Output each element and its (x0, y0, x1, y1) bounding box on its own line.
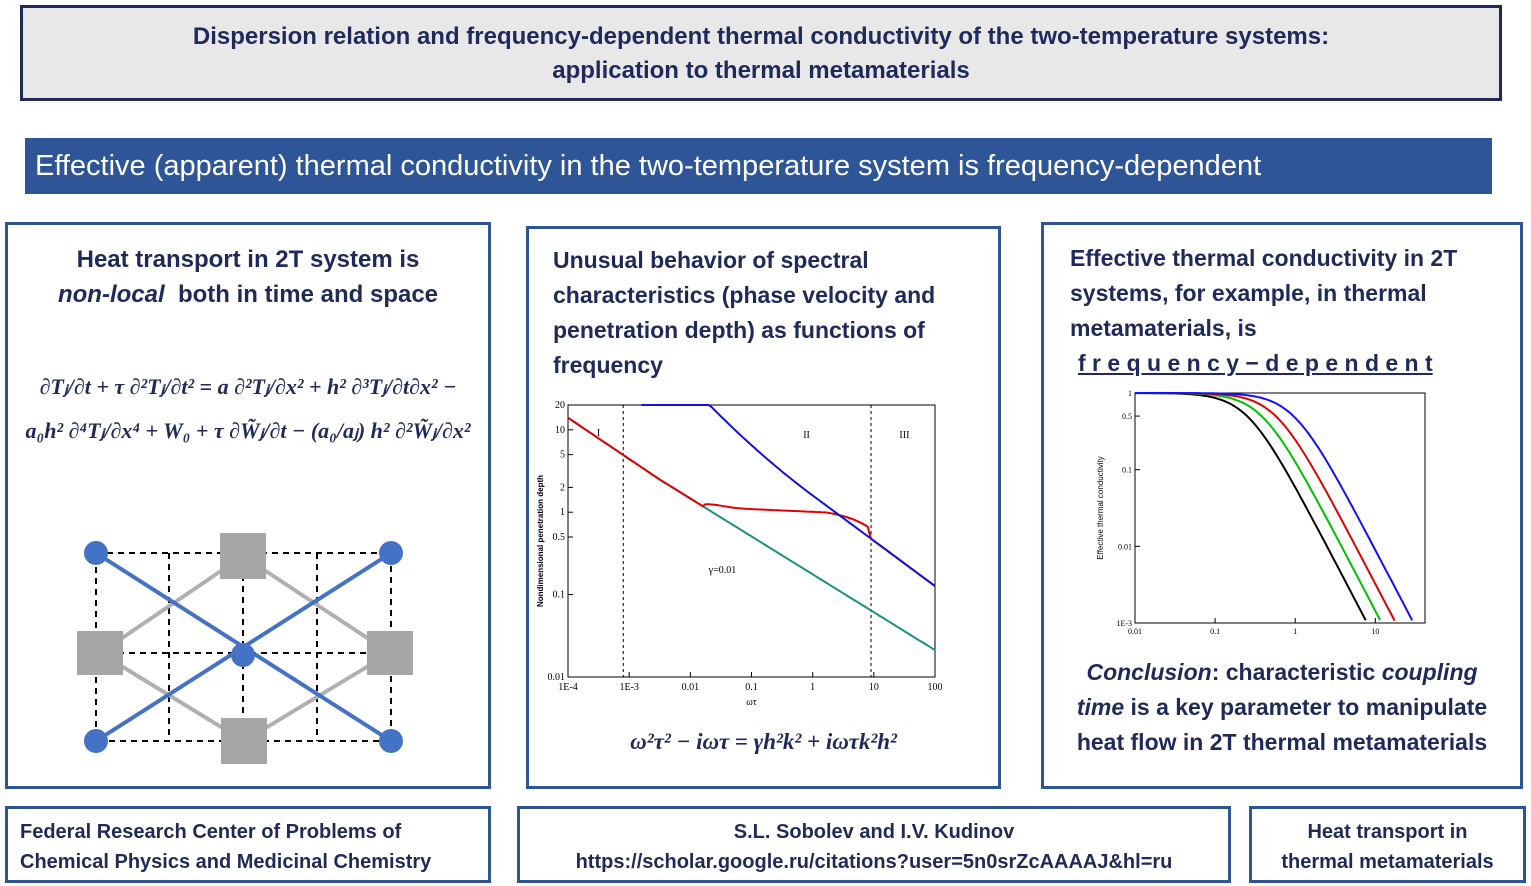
heading: Effective thermal conductivity in 2T sys… (1070, 241, 1457, 381)
heading-text: both in time and space (177, 281, 439, 308)
heading-line: frequency (553, 352, 663, 378)
heading-italic: non-local (57, 281, 165, 308)
conclusion-italic: coupling time (1076, 659, 1478, 720)
conclusion-text: is a key parameter to manipulate heat fl… (1076, 694, 1488, 755)
conclusion-text: : characteristic (1211, 659, 1382, 685)
title-line: application to thermal metamaterials (552, 57, 970, 84)
institution-line: Chemical Physics and Medicinal Chemistry (20, 851, 432, 873)
blue-nodes (84, 541, 403, 753)
institution-line: Federal Research Center of Problems of (20, 821, 402, 843)
topic-box: Heat transport in thermal metamaterials (1249, 806, 1526, 883)
middle-panel: Unusual behavior of spectral characteris… (526, 226, 1001, 789)
equation: ∂Tⱼ/∂t + τ ∂²Tⱼ/∂t² = a ∂²Tⱼ/∂x² + h² ∂³… (8, 365, 488, 453)
conclusion-italic: Conclusion (1086, 659, 1212, 685)
conclusion: Conclusion: characteristic coupling time… (1062, 655, 1502, 760)
title-box: Dispersion relation and frequency-depend… (20, 5, 1502, 101)
lattice (77, 533, 413, 764)
heading-line: penetration depth) as functions of (553, 317, 925, 343)
heading-line: characteristics (phase velocity and (553, 282, 936, 308)
heading-line: Heat transport in 2T system is (76, 246, 420, 273)
heading: Unusual behavior of spectral characteris… (553, 243, 935, 383)
heading: Heat transport in 2T system is non-local… (8, 242, 488, 312)
left-panel: Heat transport in 2T system is non-local… (5, 222, 491, 789)
topic-line: Heat transport in (1307, 821, 1468, 843)
right-panel: Effective thermal conductivity in 2T sys… (1041, 222, 1523, 789)
authors-box: S.L. Sobolev and I.V. Kudinov https://sc… (517, 806, 1231, 883)
equation-line: a₀h² ∂⁴Tⱼ/∂x⁴ + W₀ + τ ∂W̃ⱼ/∂t − (a₀/aⱼ)… (25, 418, 471, 443)
heading-line: Unusual behavior of spectral (553, 247, 869, 273)
title-line: Dispersion relation and frequency-depend… (192, 23, 1330, 50)
heading-line: metamaterials, is (1070, 315, 1257, 341)
heading-line: systems, for example, in thermal (1070, 280, 1427, 306)
emphasis: f r e q u e n c y − d e p e n d e n t (1078, 350, 1433, 376)
heading-line: Effective thermal conductivity in 2T (1070, 245, 1458, 271)
dispersion-equation: ω²τ² − iωτ = γh²k² + iωτk²h² (630, 729, 897, 754)
authors-line: S.L. Sobolev and I.V. Kudinov (733, 821, 1015, 843)
institution-box: Federal Research Center of Problems of C… (5, 806, 491, 883)
gray-nodes (77, 533, 413, 764)
link[interactable]: https://scholar.google.ru/citations?user… (575, 851, 1173, 873)
topic-line: thermal metamaterials (1281, 851, 1494, 873)
banner: Effective (apparent) thermal conductivit… (25, 138, 1492, 194)
gray-links (98, 554, 392, 743)
equation-line: ∂Tⱼ/∂t + τ ∂²Tⱼ/∂t² = a ∂²Tⱼ/∂x² + h² ∂³… (39, 374, 457, 399)
heading-line: non-local both in time and space (8, 277, 488, 312)
